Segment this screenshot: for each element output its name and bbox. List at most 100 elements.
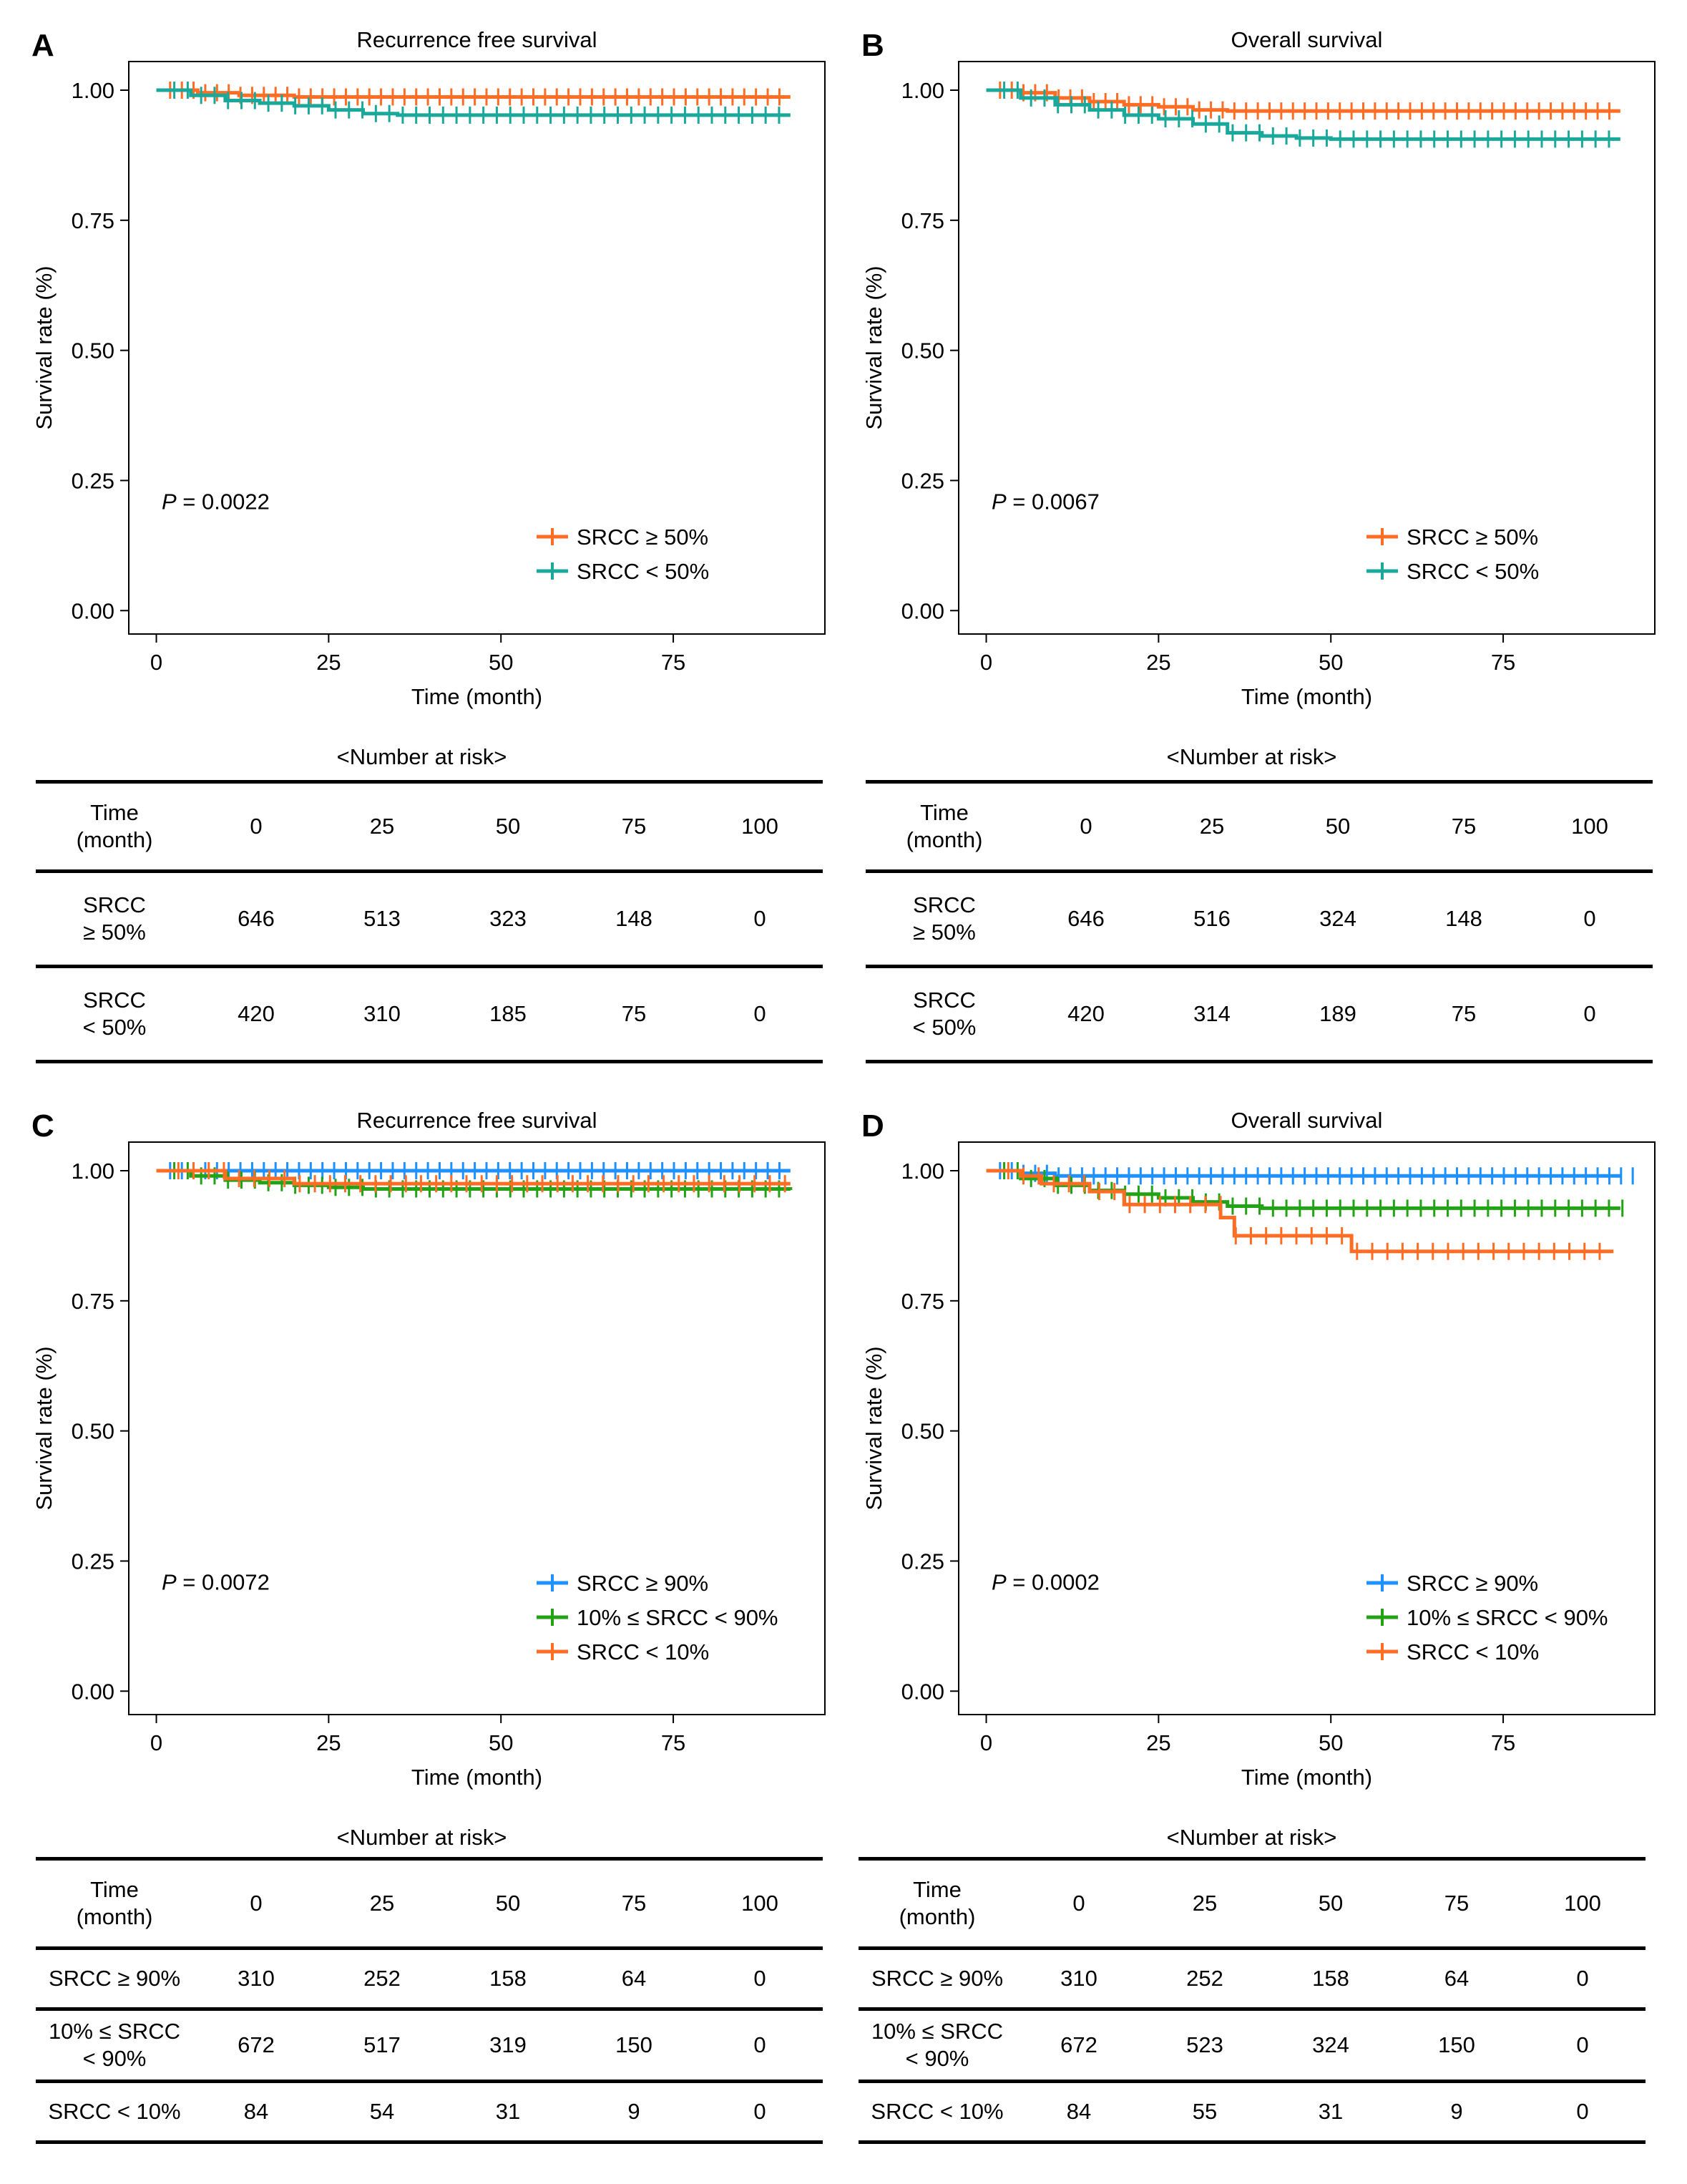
risk-count: 517 bbox=[319, 2007, 445, 2082]
y-tick-label: 0.75 bbox=[72, 208, 114, 233]
risk-count: 189 bbox=[1275, 965, 1401, 1063]
panel-a: A Recurrence free survival 0.00 0.25 0.50 0.7… bbox=[0, 0, 844, 1081]
y-axis-label: Survival rate (%) bbox=[861, 265, 886, 429]
risk-count: 523 bbox=[1142, 2007, 1268, 2082]
km-plot: B Overall survival 0.00 0.25 0.50 0.75 1.00 0 25… bbox=[861, 27, 1656, 709]
risk-count: 31 bbox=[1268, 2080, 1394, 2144]
risk-count: 84 bbox=[1016, 2080, 1142, 2144]
risk-count: 0 bbox=[1527, 869, 1653, 967]
risk-row: SRCC < 50% 420 314 189 75 0 bbox=[866, 965, 1653, 1063]
risk-header-time: 0 bbox=[250, 1891, 263, 1916]
risk-header-time: 50 bbox=[495, 814, 521, 839]
legend-label: SRCC < 10% bbox=[577, 1639, 709, 1664]
risk-row-label: SRCC ≥ 90% bbox=[36, 1946, 193, 2009]
chart-title: Overall survival bbox=[1231, 1108, 1383, 1133]
y-tick-label: 0.00 bbox=[72, 598, 114, 623]
series-line bbox=[156, 88, 791, 99]
x-tick-label: 25 bbox=[1146, 1730, 1170, 1755]
risk-row: SRCC ≥ 50% 646 513 323 148 0 bbox=[36, 869, 823, 967]
x-axis-label: Time (month) bbox=[1241, 684, 1372, 709]
y-tick-label: 0.00 bbox=[901, 1679, 944, 1704]
risk-count: 310 bbox=[1016, 1946, 1142, 2009]
p-value: P = 0.0072 bbox=[162, 1570, 270, 1595]
risk-count: 64 bbox=[1394, 1946, 1520, 2009]
risk-count: 31 bbox=[445, 2080, 571, 2144]
series-line bbox=[156, 1169, 791, 1186]
risk-count: 0 bbox=[1527, 965, 1653, 1063]
risk-table: Time (month) 0 25 50 75 100 SRCC ≥ 90% 310 252 15… bbox=[859, 1857, 1646, 2144]
risk-row: SRCC ≥ 90% 310 252 158 64 0 bbox=[859, 1946, 1646, 2009]
risk-row: SRCC ≥ 50% 646 516 324 148 0 bbox=[866, 869, 1653, 967]
risk-count: 185 bbox=[445, 965, 571, 1063]
p-value: P = 0.0002 bbox=[992, 1570, 1100, 1595]
legend-label: SRCC < 50% bbox=[1407, 559, 1539, 584]
risk-count: 252 bbox=[1142, 1946, 1268, 2009]
legend-label: SRCC ≥ 90% bbox=[577, 1571, 708, 1596]
chart-title: Overall survival bbox=[1231, 27, 1383, 52]
legend-label: 10% ≤ SRCC < 90% bbox=[577, 1605, 778, 1630]
chart-title: Recurrence free survival bbox=[357, 27, 597, 52]
risk-row-label: SRCC < 50% bbox=[866, 965, 1023, 1063]
risk-header-time: 25 bbox=[369, 814, 395, 839]
x-tick-label: 75 bbox=[1491, 1730, 1515, 1755]
risk-header-time: 100 bbox=[1571, 814, 1608, 839]
risk-count: 9 bbox=[1394, 2080, 1520, 2144]
x-tick-label: 25 bbox=[316, 1730, 341, 1755]
x-tick-label: 0 bbox=[980, 650, 992, 675]
panel-d: D Overall survival 0.00 0.25 0.50 0.75 1.00 0 25… bbox=[830, 1081, 1673, 2161]
x-tick-label: 0 bbox=[150, 650, 162, 675]
risk-row-label: SRCC < 50% bbox=[36, 965, 193, 1063]
risk-row-label: SRCC ≥ 50% bbox=[866, 869, 1023, 967]
x-tick-label: 25 bbox=[316, 650, 341, 675]
legend-label: 10% ≤ SRCC < 90% bbox=[1407, 1605, 1608, 1630]
risk-count: 148 bbox=[1401, 869, 1527, 967]
risk-count: 55 bbox=[1142, 2080, 1268, 2144]
number-at-risk-title: <Number at risk> bbox=[1166, 744, 1337, 769]
x-tick-label: 75 bbox=[661, 650, 685, 675]
risk-header-label: Time (month) bbox=[76, 800, 153, 852]
risk-count: 324 bbox=[1275, 869, 1401, 967]
risk-row-label: SRCC < 10% bbox=[36, 2080, 193, 2144]
y-axis-label: Survival rate (%) bbox=[31, 1346, 57, 1510]
y-tick-label: 0.50 bbox=[901, 1419, 944, 1444]
risk-count: 310 bbox=[193, 1946, 319, 2009]
y-tick-label: 0.00 bbox=[901, 598, 944, 623]
risk-count: 672 bbox=[193, 2007, 319, 2082]
risk-header-time: 50 bbox=[1325, 814, 1351, 839]
risk-count: 516 bbox=[1149, 869, 1275, 967]
x-tick-label: 25 bbox=[1146, 650, 1170, 675]
legend-label: SRCC ≥ 50% bbox=[1407, 525, 1538, 550]
risk-header-time: 25 bbox=[1199, 814, 1225, 839]
risk-header-time: 100 bbox=[1564, 1891, 1601, 1916]
risk-row: SRCC < 50% 420 310 185 75 0 bbox=[36, 965, 823, 1063]
risk-row-label: SRCC ≥ 90% bbox=[859, 1946, 1016, 2009]
risk-header-time: 50 bbox=[495, 1891, 521, 1916]
risk-header-time: 0 bbox=[250, 814, 263, 839]
risk-count: 150 bbox=[1394, 2007, 1520, 2082]
risk-count: 75 bbox=[571, 965, 697, 1063]
risk-count: 513 bbox=[319, 869, 445, 967]
risk-header-time: 100 bbox=[741, 814, 778, 839]
chart-title: Recurrence free survival bbox=[357, 1108, 597, 1133]
risk-row: 10% ≤ SRCC < 90% 672 517 319 150 0 bbox=[36, 2007, 823, 2082]
km-plot: A Recurrence free survival 0.00 0.25 0.50 0.7… bbox=[31, 27, 826, 709]
risk-count: 323 bbox=[445, 869, 571, 967]
risk-count: 646 bbox=[193, 869, 319, 967]
x-tick-label: 75 bbox=[1491, 650, 1515, 675]
panel-c: C Recurrence free survival 0.00 0.25 0.50 0.7… bbox=[0, 1081, 844, 2161]
risk-header-time: 75 bbox=[1444, 1891, 1470, 1916]
km-plot: C Recurrence free survival 0.00 0.25 0.50 0.7… bbox=[31, 1108, 826, 1790]
risk-count: 0 bbox=[1520, 1946, 1646, 2009]
risk-row: SRCC < 10% 84 55 31 9 0 bbox=[859, 2080, 1646, 2144]
y-tick-label: 0.50 bbox=[72, 338, 114, 364]
risk-count: 84 bbox=[193, 2080, 319, 2144]
y-tick-label: 0.25 bbox=[72, 468, 114, 493]
x-tick-label: 0 bbox=[150, 1730, 162, 1755]
y-tick-label: 0.50 bbox=[72, 1419, 114, 1444]
risk-count: 0 bbox=[697, 2080, 823, 2144]
risk-count: 0 bbox=[697, 869, 823, 967]
risk-header-time: 75 bbox=[1451, 814, 1477, 839]
risk-header-time: 75 bbox=[621, 1891, 647, 1916]
p-value: P = 0.0022 bbox=[162, 489, 270, 515]
risk-count: 0 bbox=[697, 1946, 823, 2009]
